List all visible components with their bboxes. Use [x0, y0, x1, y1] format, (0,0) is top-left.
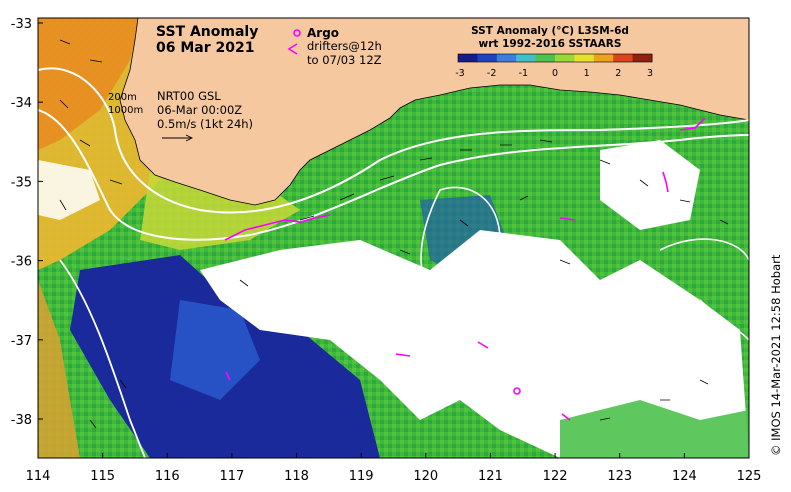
colorbar-title-line2: wrt 1992-2016 SSTAARS [479, 38, 622, 50]
drifter-legend-icon [287, 43, 298, 55]
drifters-legend-time: to 07/03 12Z [307, 53, 382, 67]
x-tick-label: 119 [349, 469, 374, 484]
depth-200-label: 200m [108, 92, 137, 103]
x-axis-ticks: 114 115 116 117 118 119 120 121 122 123 124 125 [26, 453, 762, 484]
drifters-legend-label: drifters@12h [307, 39, 382, 53]
drifter-track-southwest [225, 371, 231, 381]
drifter-track-shelf [224, 214, 331, 241]
colorbar-swatches [457, 53, 653, 63]
colorbar-tick-label: 2 [615, 68, 621, 79]
x-tick-label: 118 [284, 469, 309, 484]
colorbar-tick-label: -3 [455, 68, 464, 79]
depth-1000-label: 1000m [108, 105, 143, 116]
colorbar-swatch [496, 54, 517, 62]
contour-1000m [38, 109, 749, 241]
drifter-track-northeast [679, 117, 706, 131]
colorbar-swatch [574, 54, 595, 62]
colorbar-tick-label: -2 [487, 68, 496, 79]
nrt-label: NRT00 GSL [157, 89, 221, 103]
y-axis-ticks: -33 -34 -35 -36 -37 -38 [11, 17, 43, 428]
colorbar-tick-label: -1 [519, 68, 528, 79]
map-title-line1: SST Anomaly [156, 24, 258, 40]
x-tick-label: 117 [219, 469, 244, 484]
scale-label: 0.5m/s (1kt 24h) [157, 117, 253, 131]
drifter-track-south [395, 353, 411, 357]
x-tick-label: 115 [90, 469, 115, 484]
colorbar-swatch [516, 54, 537, 62]
cloud-mask-east [600, 140, 700, 230]
x-tick-label: 114 [26, 469, 51, 484]
colorbar-title-line1: SST Anomaly (°C) L3SM-6d [471, 25, 629, 37]
y-tick-label: -33 [11, 17, 32, 32]
map-layers [38, 18, 749, 458]
cloud-mask-west [38, 160, 100, 220]
colorbar-ticks: -3 -2 -1 0 1 2 3 [455, 68, 653, 79]
map-title-line2: 06 Mar 2021 [156, 40, 254, 56]
drifter-tracks [224, 117, 706, 421]
colorbar-tick-label: 1 [584, 68, 590, 79]
drifter-track-central [559, 217, 576, 221]
x-tick-label: 121 [478, 469, 503, 484]
drifter-track-south-2 [477, 341, 489, 349]
y-tick-label: -37 [11, 334, 32, 349]
argo-legend-label: Argo [307, 26, 339, 40]
colorbar-swatch [613, 54, 634, 62]
x-tick-label: 123 [607, 469, 632, 484]
argo-legend-icon [293, 29, 301, 37]
current-vectors [59, 39, 729, 429]
colorbar-swatch [458, 54, 478, 62]
colorbar-swatch [632, 54, 653, 62]
colorbar-frame [457, 53, 653, 63]
y-tick-label: -36 [11, 255, 32, 270]
cloud-mask-south [200, 230, 749, 458]
warm-anomaly-southwest [38, 280, 80, 458]
contour-eddy-central [420, 186, 501, 301]
colorbar-tick-label: 3 [647, 68, 653, 79]
plot-frame [37, 17, 750, 459]
colorbar: SST Anomaly (°C) L3SM-6d wrt 1992-2016 S… [455, 25, 653, 79]
x-tick-label: 116 [155, 469, 180, 484]
nrt-time: 06-Mar 00:00Z [157, 103, 242, 117]
x-tick-label: 124 [672, 469, 697, 484]
y-tick-label: -35 [11, 175, 32, 190]
cloud-mask-central [400, 280, 470, 360]
argo-float-marker [513, 387, 521, 395]
contour-200m [38, 67, 749, 214]
drifter-track-east [662, 171, 669, 193]
colorbar-swatch [555, 54, 575, 62]
colorbar-swatch [535, 54, 556, 62]
cool-anomaly-patch [170, 300, 260, 400]
ocean-south-east [560, 400, 749, 458]
y-tick-label: -38 [11, 413, 32, 428]
drifter-track-southeast [561, 413, 571, 421]
land-mass [119, 18, 749, 206]
colorbar-swatch [477, 54, 498, 62]
x-tick-label: 120 [413, 469, 438, 484]
colorbar-swatch [593, 54, 614, 62]
x-tick-label: 125 [737, 469, 762, 484]
scale-arrow-icon [162, 134, 194, 142]
colorbar-tick-label: 0 [552, 68, 558, 79]
y-tick-label: -34 [11, 96, 32, 111]
credit-text: © IMOS 14-Mar-2021 12:58 Hobart [769, 254, 783, 456]
contour-ssh-east [659, 238, 749, 341]
x-tick-label: 122 [543, 469, 568, 484]
contour-ssh-west [59, 259, 146, 458]
